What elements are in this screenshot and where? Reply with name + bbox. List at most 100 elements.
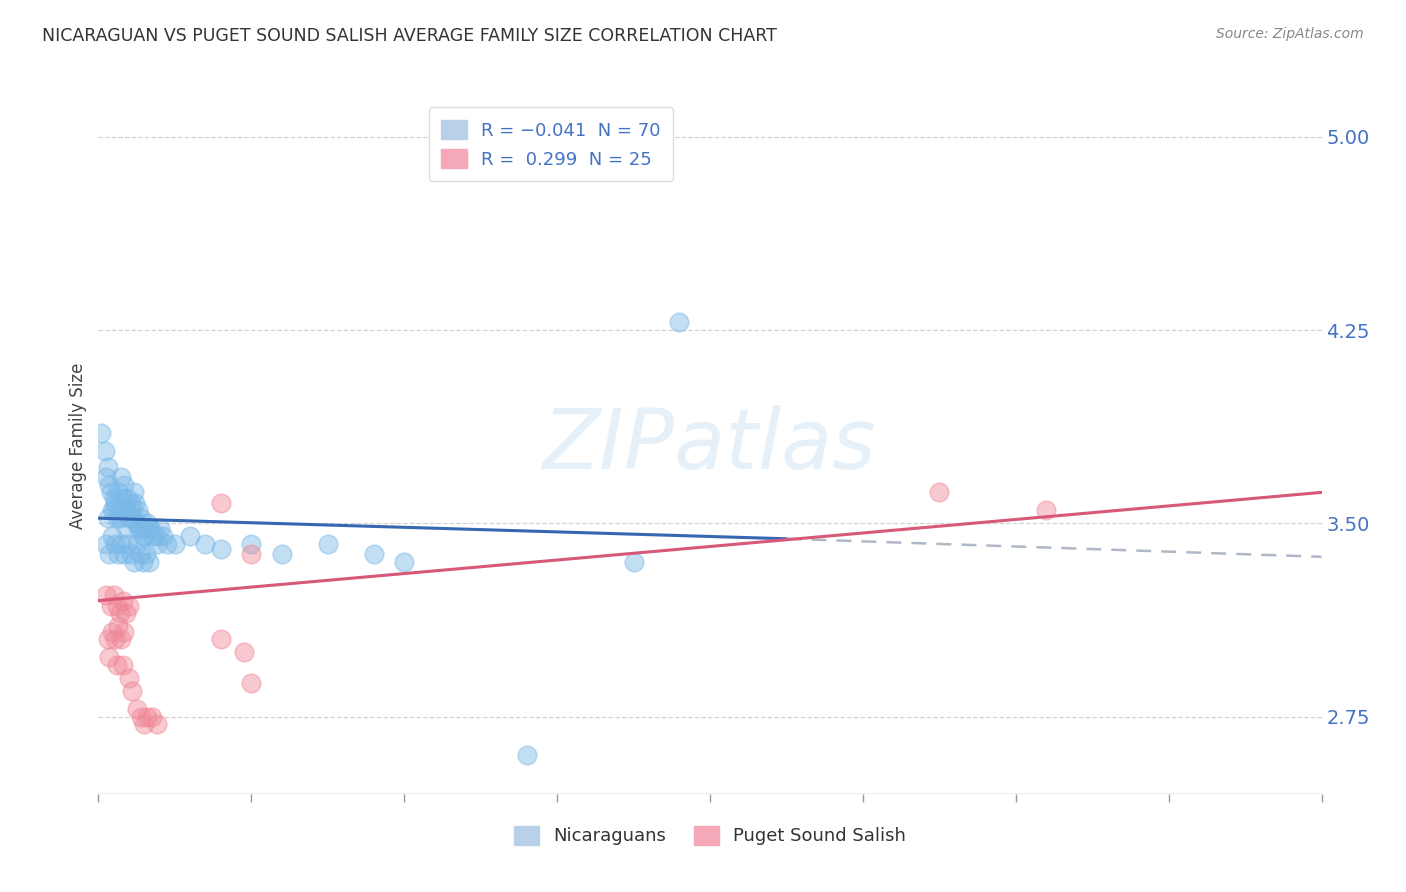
Point [209,496,232,510]
Point [105,599,128,613]
Point [115,503,138,517]
Point [623,555,645,569]
Point [97,632,120,647]
Point [115,607,138,621]
Point [142,529,165,543]
Point [128,547,150,561]
Point [145,717,167,731]
Point [122,485,145,500]
Point [98,477,121,491]
Point [112,547,135,561]
Point [97,459,120,474]
Point [111,658,134,673]
Point [118,511,141,525]
Point [152,529,174,543]
Legend: Nicaraguans, Puget Sound Salish: Nicaraguans, Puget Sound Salish [505,816,915,855]
Point [107,485,129,500]
Point [209,632,232,647]
Point [316,537,339,551]
Point [136,516,159,531]
Point [141,709,163,723]
Point [101,529,124,543]
Point [120,547,142,561]
Point [121,683,143,698]
Point [105,658,128,673]
Point [110,537,132,551]
Point [194,537,217,551]
Point [104,632,127,647]
Point [97,511,120,525]
Point [132,521,155,535]
Point [115,521,138,535]
Point [94,589,117,603]
Point [240,676,263,690]
Point [117,537,139,551]
Point [94,470,117,484]
Point [93,444,115,458]
Point [118,671,141,685]
Point [111,593,134,607]
Point [145,537,167,551]
Point [112,477,135,491]
Point [110,470,132,484]
Point [107,547,129,561]
Point [100,599,122,613]
Point [129,709,152,723]
Point [121,503,143,517]
Text: NICARAGUAN VS PUGET SOUND SALISH AVERAGE FAMILY SIZE CORRELATION CHART: NICARAGUAN VS PUGET SOUND SALISH AVERAGE… [42,27,778,45]
Point [111,491,134,505]
Point [90,426,112,441]
Point [107,619,129,633]
Point [127,521,149,535]
Point [105,511,128,525]
Point [145,529,167,543]
Point [163,537,186,551]
Point [149,521,172,535]
Point [240,537,263,551]
Point [117,491,139,505]
Point [125,516,148,531]
Point [232,645,254,659]
Point [98,547,121,561]
Point [128,521,150,535]
Point [103,589,125,603]
Point [209,542,232,557]
Point [1035,503,1057,517]
Point [139,521,162,535]
Point [94,537,117,551]
Point [668,315,690,329]
Point [101,503,124,517]
Point [127,503,149,517]
Point [134,717,156,731]
Text: Source: ZipAtlas.com: Source: ZipAtlas.com [1216,27,1364,41]
Point [179,529,201,543]
Point [928,485,950,500]
Point [134,529,156,543]
Point [108,503,131,517]
Point [135,547,157,561]
Point [156,537,179,551]
Point [129,511,152,525]
Point [104,537,127,551]
Point [100,485,122,500]
Point [136,709,159,723]
Point [108,511,131,525]
Point [516,748,538,763]
Point [122,555,145,569]
Point [240,547,263,561]
Y-axis label: Average Family Size: Average Family Size [69,363,87,529]
Point [138,555,160,569]
Point [134,529,156,543]
Point [124,496,146,510]
Point [108,607,131,621]
Point [120,496,142,510]
Point [125,537,148,551]
Point [139,521,162,535]
Point [104,496,127,510]
Point [125,702,148,716]
Point [363,547,385,561]
Point [392,555,416,569]
Point [110,632,132,647]
Point [132,555,155,569]
Point [121,511,143,525]
